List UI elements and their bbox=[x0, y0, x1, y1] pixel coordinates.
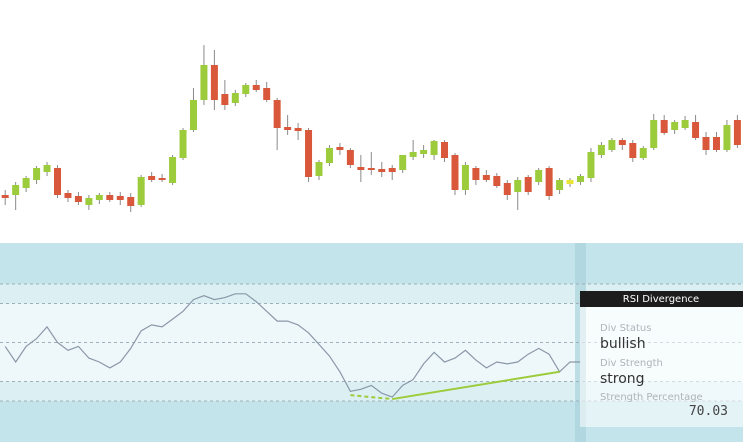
candle-body bbox=[535, 170, 543, 182]
candle-body bbox=[587, 152, 595, 178]
candle-body bbox=[430, 141, 438, 155]
candle-body bbox=[493, 176, 501, 186]
candle-body bbox=[127, 197, 135, 206]
candle-body bbox=[545, 168, 553, 196]
candle-body bbox=[482, 175, 490, 180]
candle-body bbox=[263, 88, 271, 100]
candle-body bbox=[64, 193, 72, 198]
candle-body bbox=[681, 120, 689, 128]
candle-body bbox=[106, 195, 114, 200]
candle-body bbox=[660, 120, 668, 133]
candle-body bbox=[169, 157, 177, 183]
candle-body bbox=[325, 148, 333, 163]
candle-body bbox=[346, 150, 354, 165]
candle-body bbox=[712, 137, 720, 150]
tooltip: RSI Divergence Div Status bullish Div St… bbox=[580, 291, 743, 427]
candle-body bbox=[461, 165, 469, 190]
candle-body bbox=[137, 177, 145, 205]
rsi-line bbox=[4, 293, 581, 398]
candle-body bbox=[85, 198, 93, 205]
tooltip-header bbox=[580, 291, 743, 307]
item-label: Div Status bbox=[600, 323, 651, 334]
candle-body bbox=[315, 162, 323, 176]
candle-body bbox=[252, 85, 260, 90]
item-value: strong bbox=[600, 371, 645, 387]
candle-body bbox=[221, 94, 229, 105]
candle-body bbox=[200, 65, 208, 100]
candle-body bbox=[566, 180, 574, 184]
candle-body bbox=[179, 130, 187, 158]
candle-body bbox=[514, 180, 522, 192]
candle-body bbox=[524, 177, 532, 192]
candle-body bbox=[336, 147, 344, 150]
tooltip-body bbox=[580, 307, 743, 427]
candle-body bbox=[357, 167, 365, 170]
candle-body bbox=[158, 178, 166, 180]
candle-body bbox=[451, 155, 459, 190]
price-pane bbox=[1, 45, 741, 212]
candle-body bbox=[608, 140, 616, 150]
candle-body bbox=[441, 142, 449, 158]
candle-body bbox=[148, 176, 156, 180]
candle-body bbox=[116, 196, 124, 200]
item-value: bullish bbox=[600, 336, 646, 352]
candle-body bbox=[12, 185, 20, 195]
candle-body bbox=[210, 65, 218, 100]
candle-body bbox=[650, 120, 658, 148]
candle-body bbox=[22, 178, 30, 188]
candle-body bbox=[388, 168, 396, 172]
candle-body bbox=[231, 93, 239, 103]
candle-body bbox=[420, 150, 428, 154]
candle-body bbox=[1, 195, 9, 198]
item-label: Strength Percentage bbox=[600, 392, 703, 403]
candle-body bbox=[472, 168, 480, 180]
item-value: 70.03 bbox=[689, 404, 728, 419]
candle-body bbox=[733, 120, 741, 145]
divergence-line bbox=[392, 370, 560, 401]
candle-body bbox=[577, 176, 584, 182]
candle-body bbox=[399, 155, 407, 170]
candle-body bbox=[378, 169, 386, 172]
divergence-line bbox=[350, 394, 393, 401]
tooltip-title: RSI Divergence bbox=[623, 294, 699, 305]
candle-body bbox=[503, 183, 511, 195]
candle-body bbox=[367, 168, 375, 170]
candle-body bbox=[284, 127, 292, 130]
candle-body bbox=[305, 130, 313, 177]
candle-body bbox=[242, 85, 250, 94]
candle-body bbox=[294, 128, 302, 131]
candle-body bbox=[629, 143, 637, 158]
candle-body bbox=[702, 137, 710, 150]
candle-body bbox=[671, 122, 679, 130]
candle-body bbox=[723, 125, 731, 150]
candle-body bbox=[692, 122, 700, 138]
candle-body bbox=[273, 100, 281, 128]
item-label: Div Strength bbox=[600, 358, 663, 369]
candle-body bbox=[556, 180, 564, 190]
candle-body bbox=[33, 168, 41, 180]
candle-body bbox=[618, 140, 626, 145]
candle-body bbox=[597, 145, 605, 155]
candle-body bbox=[409, 152, 417, 157]
candle-body bbox=[189, 100, 197, 130]
candle-body bbox=[95, 195, 103, 200]
candle-body bbox=[54, 168, 61, 195]
candle-body bbox=[74, 196, 82, 202]
candle-body bbox=[639, 148, 647, 158]
candle-body bbox=[43, 165, 51, 172]
